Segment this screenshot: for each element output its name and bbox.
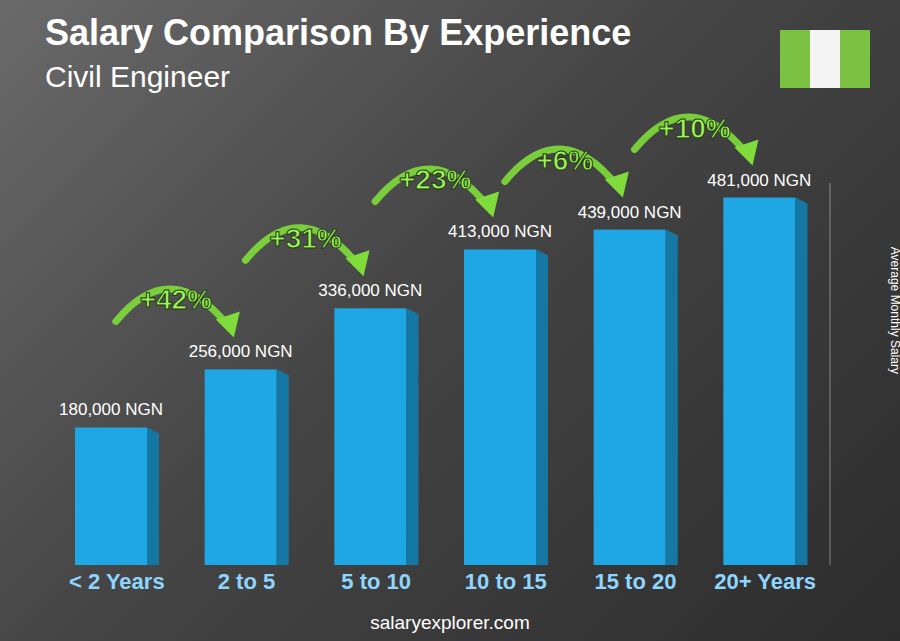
svg-text:439,000 NGN: 439,000 NGN [578,203,682,222]
svg-text:+23%: +23% [399,164,471,195]
svg-text:+6%: +6% [536,145,593,176]
svg-text:Average Monthly Salary: Average Monthly Salary [888,247,892,374]
html-text:salaryexplorer.com: salaryexplorer.com [370,612,530,633]
svg-text:2 to 5: 2 to 5 [218,569,275,594]
html-text:Salary Comparison By Experienc: Salary Comparison By Experience [45,12,632,53]
svg-text:+10%: +10% [658,113,730,144]
svg-text:20+ Years: 20+ Years [714,569,816,594]
svg-text:481,000 NGN: 481,000 NGN [707,171,811,190]
svg-text:5 to 10: 5 to 10 [341,569,411,594]
svg-text:+42%: +42% [140,284,212,315]
svg-text:15 to 20: 15 to 20 [595,569,677,594]
svg-text:+31%: +31% [269,223,341,254]
svg-text:< 2 Years: < 2 Years [69,569,165,594]
svg-text:336,000 NGN: 336,000 NGN [318,281,422,300]
svg-text:256,000 NGN: 256,000 NGN [189,342,293,361]
html-text:Civil Engineer: Civil Engineer [45,60,231,93]
svg-text:180,000 NGN: 180,000 NGN [59,400,163,419]
svg-text:10 to 15: 10 to 15 [465,569,547,594]
svg-text:413,000 NGN: 413,000 NGN [448,222,552,241]
